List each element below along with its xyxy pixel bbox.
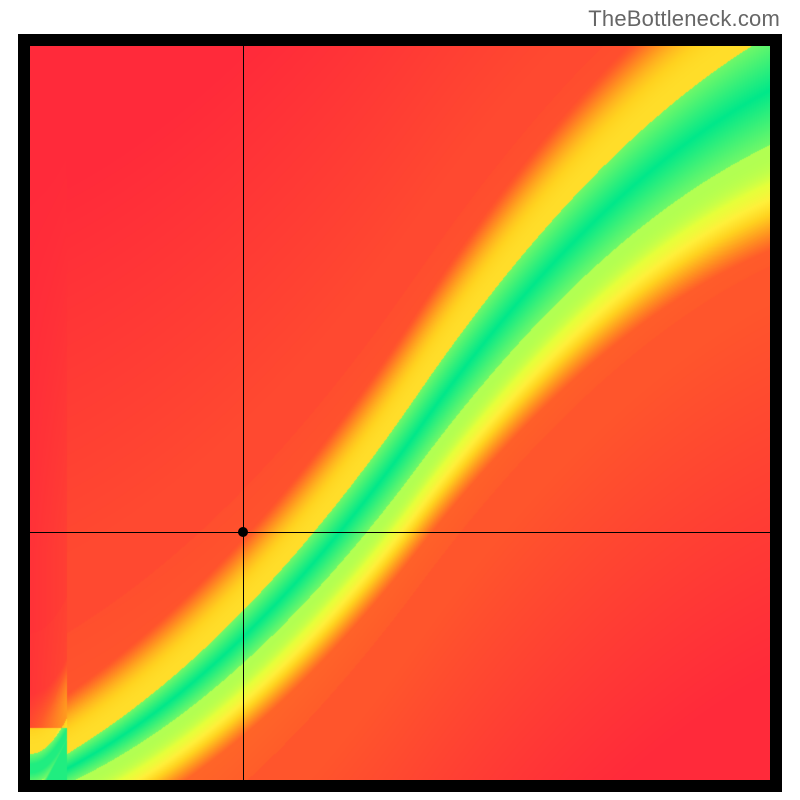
crosshair-vertical xyxy=(243,46,244,780)
plot-area xyxy=(30,46,770,780)
data-point-marker xyxy=(238,527,248,537)
heatmap-canvas xyxy=(30,46,770,780)
chart-container: TheBottleneck.com xyxy=(0,0,800,800)
watermark-text: TheBottleneck.com xyxy=(588,6,780,32)
crosshair-horizontal xyxy=(30,532,770,533)
